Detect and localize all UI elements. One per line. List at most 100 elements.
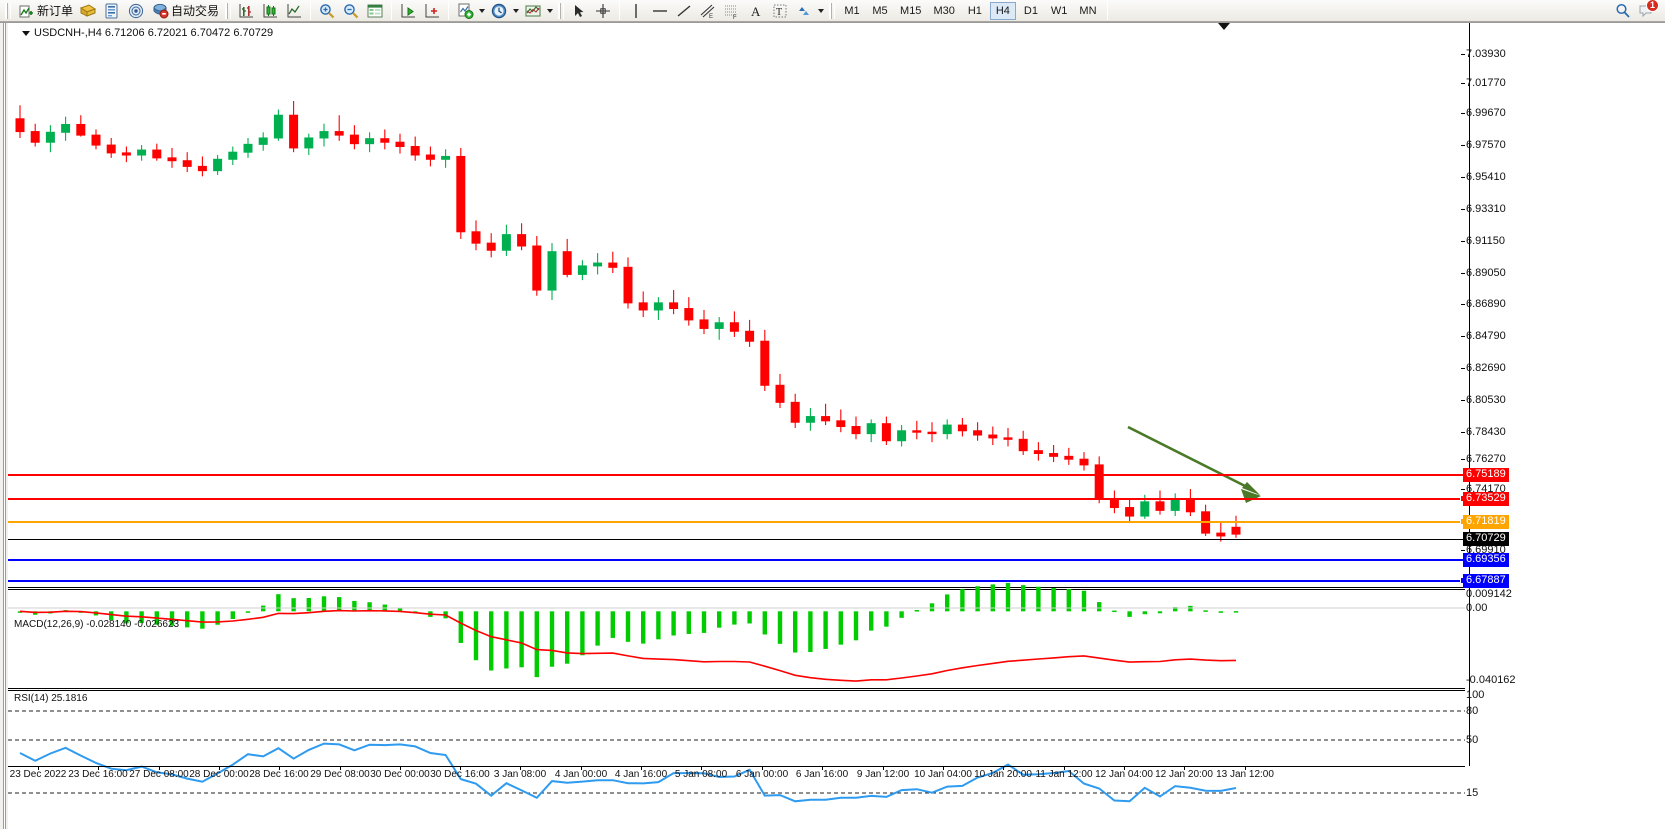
macd-histogram-bar: [580, 611, 585, 656]
time-tick-mark: [520, 766, 521, 770]
timeframe-h1[interactable]: H1: [967, 4, 982, 17]
pane-separator-macd-rsi[interactable]: [8, 688, 1465, 689]
bar-chart-button[interactable]: [235, 1, 257, 21]
chart-collapse-caret-icon[interactable]: [22, 30, 30, 36]
toolbar-grip-4[interactable]: [829, 2, 836, 19]
timeframe-m15[interactable]: M15: [900, 4, 922, 17]
timeframe-m5[interactable]: M5: [872, 4, 888, 17]
toolbar-separator-3: [448, 1, 450, 20]
indicators-button[interactable]: [454, 1, 476, 21]
time-tick-mark: [581, 766, 582, 770]
timeframe-m30[interactable]: M30: [933, 4, 955, 17]
rsi-indicator-label[interactable]: RSI(14) 25.1816: [14, 693, 88, 704]
price-scale[interactable]: 7.03930 7.01770 6.99670 6.97570 6.95410 6.933…: [1461, 23, 1665, 829]
period-dropdown-arrow[interactable]: [511, 2, 521, 20]
chart-plot-area[interactable]: USDCNH-,H4 6.71206 6.72021 6.70472 6.707…: [8, 23, 1470, 829]
new-order-icon: [17, 2, 35, 20]
zoom-in-button[interactable]: [316, 1, 338, 21]
toolbar-grip-2[interactable]: [225, 2, 232, 19]
line-chart-icon: [285, 2, 303, 20]
price-level-tag[interactable]: 6.67887: [1463, 574, 1509, 588]
svg-text:F: F: [733, 15, 737, 20]
macd-histogram-bar: [914, 610, 919, 612]
time-tick-mark: [1003, 766, 1004, 770]
level-line-6-73529[interactable]: [8, 498, 1469, 500]
price-level-tag[interactable]: 6.69356: [1463, 553, 1509, 567]
level-line-6-75189[interactable]: [8, 474, 1469, 476]
candle-body: [121, 152, 131, 156]
macd-histogram-bar: [1112, 610, 1117, 613]
candle-body: [45, 131, 55, 143]
timeframe-mn[interactable]: MN: [1079, 4, 1097, 17]
timeframe-d1[interactable]: D1: [1023, 4, 1038, 17]
macd-histogram-bar: [808, 611, 813, 653]
notifications-button[interactable]: 1: [1636, 0, 1659, 21]
autotrading-icon: [151, 2, 169, 20]
price-tick-label: 6.76270: [1466, 453, 1506, 465]
level-line-6-69356[interactable]: [8, 559, 1469, 561]
price-level-tag[interactable]: 6.73529: [1463, 492, 1509, 506]
data-grid-button[interactable]: [364, 1, 386, 21]
data-window-button[interactable]: [125, 1, 147, 21]
time-tick-label: 12 Jan 20:00: [1155, 769, 1213, 780]
auto-scroll-button[interactable]: [397, 1, 419, 21]
zoom-out-button[interactable]: [340, 1, 362, 21]
templates-button[interactable]: [522, 1, 544, 21]
arrows-dropdown-arrow[interactable]: [816, 2, 826, 20]
timeframe-h4[interactable]: H4: [989, 1, 1016, 20]
level-line-6-67887[interactable]: [8, 580, 1469, 582]
line-chart-button[interactable]: [283, 1, 305, 21]
market-watch-button[interactable]: [101, 1, 123, 21]
toolbar-grip-3[interactable]: [558, 2, 565, 19]
svg-text:E: E: [709, 14, 713, 20]
time-tick-label: 9 Jan 12:00: [856, 769, 910, 780]
cursor-icon: [570, 2, 588, 20]
text-tool-button[interactable]: A: [745, 1, 767, 21]
fibonacci-tool-button[interactable]: F: [721, 1, 743, 21]
chart-shift-button[interactable]: [421, 1, 443, 21]
candle-body: [517, 234, 527, 247]
candle-body: [1049, 453, 1059, 457]
main-toolbar: 新订单: [0, 0, 1665, 22]
vertical-line-tool-button[interactable]: [625, 1, 647, 21]
price-level-tag[interactable]: 6.71819: [1463, 515, 1509, 529]
price-level-tag[interactable]: 6.70729: [1463, 532, 1509, 546]
price-level-tag[interactable]: 6.75189: [1463, 468, 1509, 482]
candle-body: [1003, 437, 1013, 440]
period-button[interactable]: [488, 1, 510, 21]
wallet-button[interactable]: [77, 1, 99, 21]
toolbar-grip[interactable]: [5, 2, 11, 19]
text-label-tool-button[interactable]: T: [769, 1, 791, 21]
price-tick-mark: [1461, 54, 1465, 55]
equidistant-channel-tool-button[interactable]: E: [697, 1, 719, 21]
templates-dropdown-arrow[interactable]: [545, 2, 555, 20]
crosshair-tool-button[interactable]: [592, 1, 614, 21]
current-bar-marker-icon: [1218, 23, 1230, 30]
new-order-label: 新订单: [37, 4, 74, 18]
macd-histogram-bar: [853, 611, 859, 641]
timeframe-m1[interactable]: M1: [844, 4, 860, 17]
candle-body: [1216, 532, 1226, 537]
candlestick-chart-button[interactable]: [259, 1, 281, 21]
macd-indicator-label[interactable]: MACD(12,26,9) -0.028140 -0.026623: [14, 619, 180, 630]
time-tick-mark: [943, 766, 944, 770]
trendline-icon: [675, 2, 693, 20]
timeframe-w1[interactable]: W1: [1050, 4, 1068, 17]
cursor-tool-button[interactable]: [568, 1, 590, 21]
time-tick-mark: [883, 766, 884, 770]
pane-separator-price-macd[interactable]: [8, 587, 1465, 588]
level-line-6-71819[interactable]: [8, 521, 1469, 523]
indicators-dropdown-arrow[interactable]: [477, 2, 487, 20]
search-button[interactable]: [1612, 1, 1634, 21]
horizontal-line-tool-button[interactable]: [649, 1, 671, 21]
candle-body: [319, 131, 329, 139]
candle-body: [365, 138, 375, 145]
arrows-tool-button[interactable]: [793, 1, 815, 21]
fibonacci-icon: F: [723, 2, 741, 21]
price-tick-label: 6.78430: [1466, 426, 1506, 438]
autotrading-button[interactable]: 自动交易: [149, 1, 221, 21]
macd-histogram-bar: [884, 611, 889, 627]
new-order-button[interactable]: 新订单: [15, 1, 75, 21]
time-tick-label: 23 Dec 2022: [9, 769, 67, 780]
trendline-tool-button[interactable]: [673, 1, 695, 21]
